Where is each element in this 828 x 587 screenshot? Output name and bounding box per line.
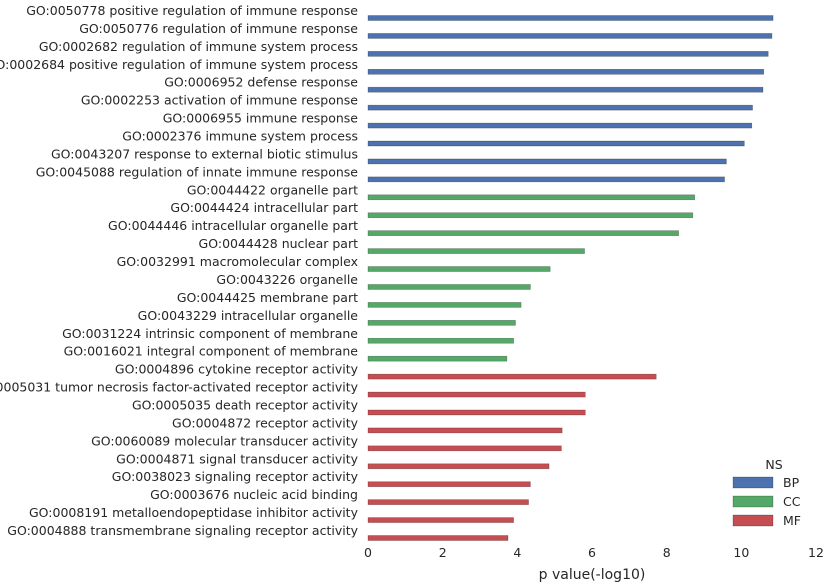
bar-cc xyxy=(367,320,516,326)
category-label: GO:0044446 intracellular organelle part xyxy=(108,218,358,233)
category-label: GO:0002682 regulation of immune system p… xyxy=(39,39,358,54)
category-label: GO:0006952 defense response xyxy=(164,75,358,90)
x-tick-label: 12 xyxy=(808,545,824,560)
bar-cc xyxy=(367,337,514,344)
bar-mf xyxy=(367,499,529,505)
category-label: GO:0004888 transmembrane signaling recep… xyxy=(7,523,358,538)
legend-swatch-cc xyxy=(732,495,774,508)
category-label: GO:0002684 positive regulation of immune… xyxy=(0,57,358,72)
x-tick-label: 10 xyxy=(733,545,749,560)
category-label: GO:0006955 immune response xyxy=(163,111,359,126)
x-tick-label: 6 xyxy=(588,545,596,560)
bar-bp xyxy=(367,140,745,147)
legend-label-mf: MF xyxy=(783,513,801,528)
legend-swatch-mf xyxy=(732,514,774,527)
x-tick-label: 4 xyxy=(513,545,521,560)
category-label: GO:0044428 nuclear part xyxy=(199,236,359,251)
bar-cc xyxy=(367,355,508,362)
bar-mf xyxy=(367,535,509,541)
bar-cc xyxy=(367,266,551,272)
bar-bp xyxy=(367,15,774,21)
category-label: GO:0060089 molecular transducer activity xyxy=(91,433,359,448)
category-label: GO:0050776 regulation of immune response xyxy=(79,21,358,36)
category-label: GO:0008191 metalloendopeptidase inhibito… xyxy=(29,505,359,520)
bar-cc xyxy=(367,248,585,254)
x-axis-label: p value(-log10) xyxy=(539,567,646,583)
bar-bp xyxy=(367,122,753,129)
bar-mf xyxy=(367,481,531,488)
category-label: GO:0003676 nucleic acid binding xyxy=(150,487,358,502)
category-label: GO:0004872 receptor activity xyxy=(172,415,359,430)
category-label: GO:0043207 response to external biotic s… xyxy=(51,146,358,161)
category-label: GO:0045088 regulation of innate immune r… xyxy=(36,164,359,179)
category-label: GO:0038023 signaling receptor activity xyxy=(112,469,359,484)
category-label: GO:0002253 activation of immune response xyxy=(81,93,358,108)
category-label: GO:0031224 intrinsic component of membra… xyxy=(62,326,358,341)
bar-bp xyxy=(367,68,765,75)
bar-bp xyxy=(367,176,725,183)
legend-label-cc: CC xyxy=(783,494,801,509)
bar-bp xyxy=(367,51,769,57)
category-label: GO:0016021 integral component of membran… xyxy=(64,344,359,359)
x-tick-label: 2 xyxy=(439,545,447,560)
category-label: GO:0002376 immune system process xyxy=(122,129,358,144)
category-label: GO:0004896 cytokine receptor activity xyxy=(115,362,359,377)
bar-mf xyxy=(367,391,586,398)
bar-mf xyxy=(367,427,563,434)
bar-bp xyxy=(367,33,773,39)
bar-cc xyxy=(367,230,679,236)
legend-swatch-bp xyxy=(732,476,774,489)
category-labels-group: GO:0050778 positive regulation of immune… xyxy=(0,3,359,538)
category-label: GO:0050778 positive regulation of immune… xyxy=(26,3,358,18)
bar-mf xyxy=(367,463,550,470)
bar-mf xyxy=(367,373,657,380)
category-label: GO:0043229 intracellular organelle xyxy=(138,308,359,323)
bar-cc xyxy=(367,212,694,219)
category-label: GO:0005035 death receptor activity xyxy=(132,397,359,412)
bar-mf xyxy=(367,445,562,452)
category-label: GO:0044424 intracellular part xyxy=(170,200,358,215)
bar-cc xyxy=(367,302,522,308)
legend-title: NS xyxy=(765,457,782,472)
bar-mf xyxy=(367,517,514,523)
bar-cc xyxy=(367,284,531,290)
category-label: GO:0044422 organelle part xyxy=(187,182,358,197)
x-axis-ticks-group: 0 2 4 6 8 10 12 xyxy=(364,545,824,560)
bar-mf xyxy=(367,409,586,416)
bar-bp xyxy=(367,86,764,93)
legend-label-bp: BP xyxy=(783,475,800,490)
bar-cc xyxy=(367,194,695,201)
legend: NS BP CC MF xyxy=(732,457,801,528)
bar-bp xyxy=(367,158,727,165)
category-label: GO:0004871 signal transducer activity xyxy=(116,451,358,466)
bars-group xyxy=(367,15,774,541)
category-label: GO:0044425 membrane part xyxy=(177,290,358,305)
category-label: GO:0043226 organelle xyxy=(216,272,358,287)
bar-bp xyxy=(367,104,753,111)
category-label: GO:0032991 macromolecular complex xyxy=(117,254,358,269)
x-tick-label: 8 xyxy=(663,545,671,560)
category-label: GO:0005031 tumor necrosis factor-activat… xyxy=(0,380,359,395)
x-tick-label: 0 xyxy=(364,545,372,560)
